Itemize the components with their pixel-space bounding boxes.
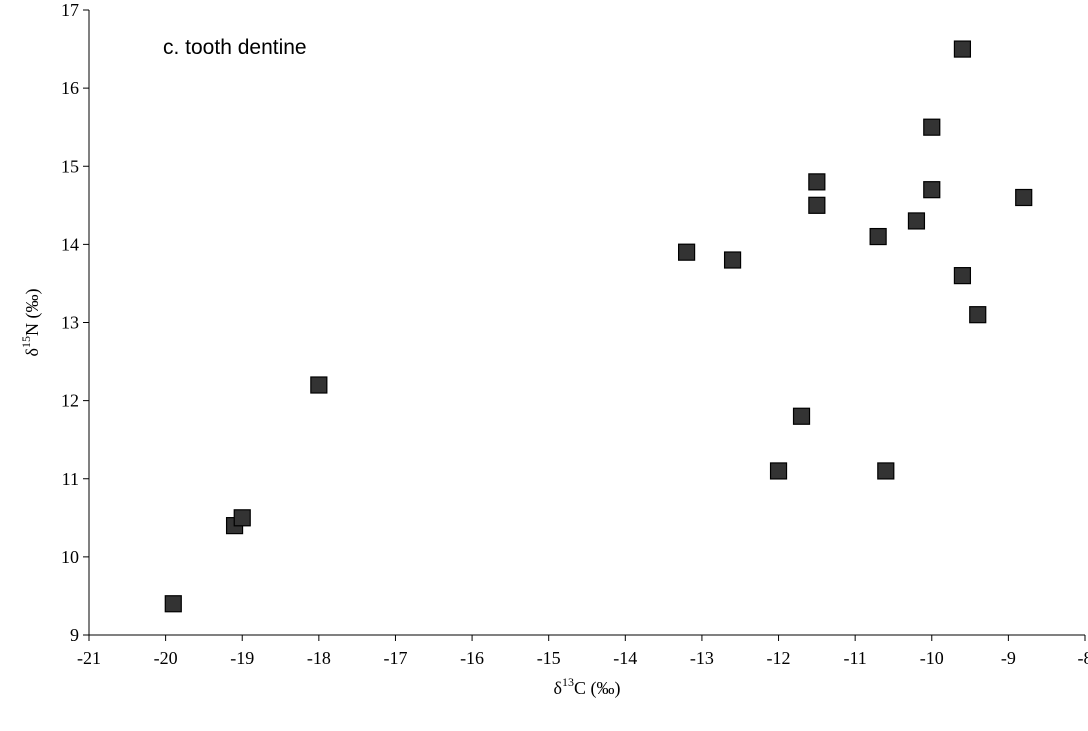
y-tick-label: 16 xyxy=(61,78,79,98)
x-tick-label: -19 xyxy=(230,648,254,668)
y-axis-title-main: N (‰) xyxy=(22,289,43,337)
x-tick-label: -20 xyxy=(154,648,178,668)
data-point xyxy=(1015,188,1033,207)
y-tick-label: 14 xyxy=(61,234,79,254)
data-point xyxy=(953,267,972,285)
y-axis-title-prefix: δ xyxy=(22,348,42,356)
data-point xyxy=(723,251,742,269)
axes: -21 -20 -19 -18 -17 -16 -15 -14 -13 -12 -11 -10 -9 -8… xyxy=(61,0,1088,668)
x-tick-label: -17 xyxy=(383,648,407,668)
data-point xyxy=(877,462,895,480)
x-tick-label: -10 xyxy=(920,648,944,668)
x-tick-label: -12 xyxy=(767,648,791,668)
x-tick-label: -16 xyxy=(460,648,484,668)
x-tick-label: -18 xyxy=(307,648,331,668)
y-tick-label: 10 xyxy=(61,547,79,567)
x-axis-title-main: C (‰) xyxy=(574,678,621,699)
y-tick-label: 9 xyxy=(70,625,79,645)
data-point xyxy=(969,306,987,324)
x-tick-label: -11 xyxy=(843,648,866,668)
data-point xyxy=(808,173,826,191)
data-point xyxy=(869,227,887,246)
x-ticks: -21 -20 -19 -18 -17 -16 -15 -14 -13 -12 -11 -10 -9 -8 xyxy=(77,635,1088,668)
data-point xyxy=(233,509,251,527)
y-tick-label: 11 xyxy=(62,469,79,489)
data-point xyxy=(310,376,328,394)
x-axis-title-superscript: 13 xyxy=(562,675,574,689)
data-point xyxy=(808,196,826,214)
chart-annotation: c. tooth dentine xyxy=(163,36,307,59)
x-tick-label: -13 xyxy=(690,648,714,668)
data-point xyxy=(923,181,941,199)
x-tick-label: -21 xyxy=(77,648,101,668)
data-point xyxy=(677,243,696,261)
y-tick-label: 13 xyxy=(61,313,79,333)
x-axis-title: δ13C (‰) xyxy=(554,675,621,699)
y-tick-label: 17 xyxy=(61,0,79,20)
data-point xyxy=(792,407,811,425)
data-point xyxy=(769,462,788,480)
x-tick-label: -9 xyxy=(1001,648,1016,668)
x-tick-label: -14 xyxy=(613,648,637,668)
y-axis-title-superscript: 15 xyxy=(19,336,33,348)
x-tick-label: -15 xyxy=(537,648,561,668)
data-points xyxy=(164,40,1033,613)
x-axis-title-prefix: δ xyxy=(554,678,562,698)
data-point xyxy=(923,118,941,136)
y-tick-label: 12 xyxy=(61,391,79,411)
data-point xyxy=(907,212,926,230)
y-axis-title: δ15N (‰) xyxy=(19,289,43,357)
y-tick-label: 15 xyxy=(61,156,79,176)
data-point xyxy=(164,595,182,613)
x-tick-label: -8 xyxy=(1078,648,1088,668)
y-ticks: 9 10 11 12 13 14 15 16 17 xyxy=(61,0,89,645)
data-point xyxy=(953,40,972,58)
